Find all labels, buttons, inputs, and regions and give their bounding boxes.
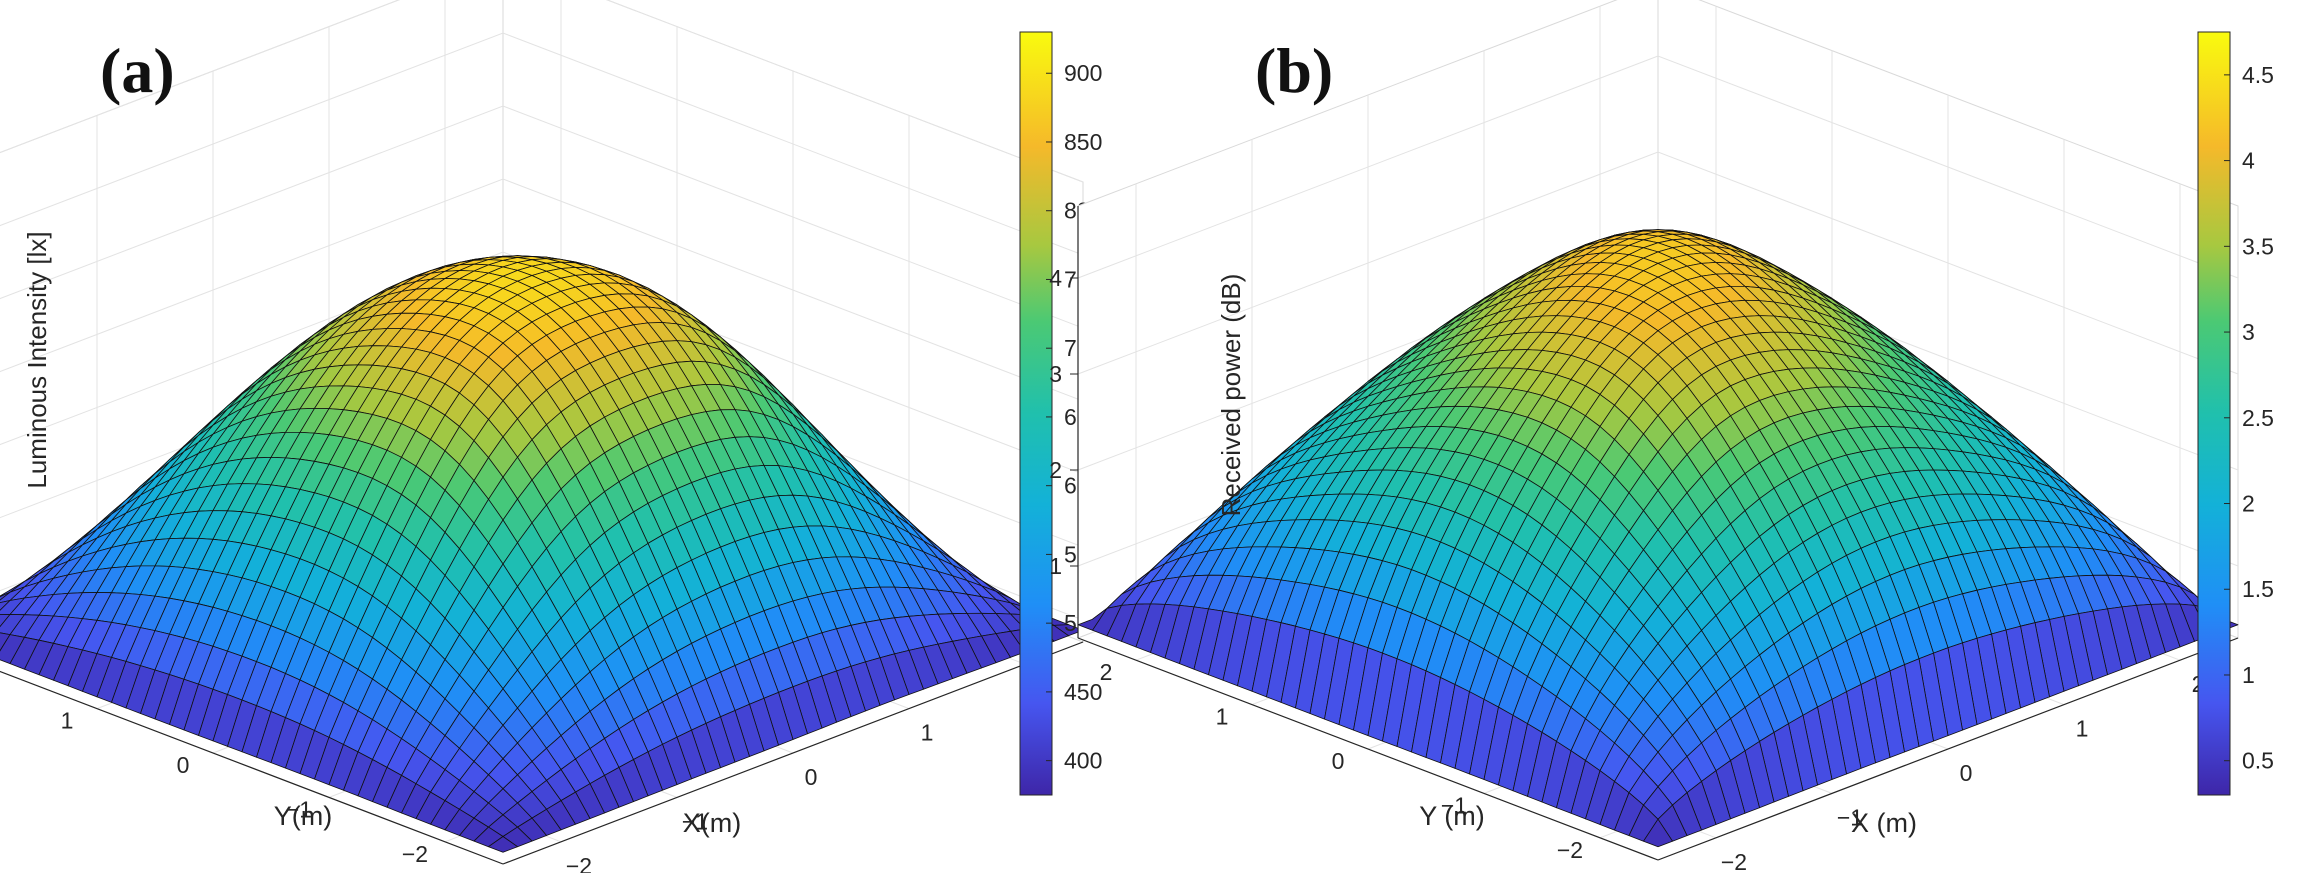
z-tick-label-b: 1 [1049,553,1062,579]
y-tick-label-b: 1 [1216,704,1229,730]
colorbar-tick-label-a: 900 [1064,60,1102,86]
z-axis-label-a: Luminous Intensity [lx] [22,231,52,488]
y-tick-label-a: −2 [402,841,428,867]
surface-plot-a [0,255,1084,853]
x-tick-label-a: −1 [682,808,708,834]
colorbar-tick-label-b: 3.5 [2242,233,2274,259]
y-tick-label-b: 0 [1332,748,1345,774]
z-gridline-a [0,32,1084,256]
x-tick-label-b: 0 [1960,760,1973,786]
colorbar-tick-label-b: 0.5 [2242,748,2274,774]
panel-label-b: (b) [1255,35,1333,106]
z-tick-label-b: 4 [1049,265,1062,291]
z-tick-label-b: 3 [1049,361,1062,387]
colorbar-tick-label-b: 4 [2242,148,2255,174]
colorbar-tick-label-a: 400 [1064,748,1102,774]
x-axis-line-a [502,641,1084,865]
surface-plot-b [1077,229,2239,848]
colorbar-tick-label-b: 3 [2242,319,2255,345]
x-axis-label-b: X (m) [1851,808,1917,838]
z-gridline-a [0,0,1084,183]
x-tick-label-a: 0 [805,764,818,790]
x-tick-label-a: 1 [921,720,934,746]
x-tick-label-b: −2 [1721,849,1747,873]
z-gridline-a [0,178,1084,402]
z-gridline-b [1077,151,2239,375]
z-gridline-a [0,105,1084,329]
y-axis-line-a [0,670,504,865]
colorbar-gradient-b [2197,31,2231,796]
panel-label-a: (a) [100,35,175,106]
colorbar-tick-label-b: 2.5 [2242,405,2274,431]
colorbar-gradient-a [1019,31,1053,796]
z-tick-label-b: 2 [1049,457,1062,483]
x-axis-line-b [1657,637,2239,861]
colorbar-tick-label-a: 850 [1064,129,1102,155]
y-axis-label-b: Y (m) [1419,801,1485,831]
y-axis-label-a: Y(m) [274,801,332,831]
colorbar-tick-label-b: 1.5 [2242,576,2274,602]
y-tick-label-a: −1 [286,796,312,822]
y-tick-label-b: 2 [1100,659,1113,685]
colorbar-tick-label-b: 2 [2242,491,2255,517]
y-tick-label-a: 0 [177,752,190,778]
x-tick-label-b: 1 [2076,716,2089,742]
colorbar-tick-label-b: 4.5 [2242,62,2274,88]
x-axis-label-a: X(m) [683,808,741,838]
z-gridline-b [1077,55,2239,279]
y-tick-label-a: 1 [61,708,74,734]
colorbar-tick-label-a: 450 [1064,679,1102,705]
y-axis-line-b [1077,637,1659,861]
x-tick-label-a: −2 [566,853,592,873]
colorbar-tick-label-b: 1 [2242,662,2255,688]
y-tick-label-b: −2 [1557,837,1583,863]
z-axis-label-b: Received power (dB) [1216,274,1246,517]
z-gridline-a [0,251,1084,475]
surface-patch-a [488,836,518,853]
